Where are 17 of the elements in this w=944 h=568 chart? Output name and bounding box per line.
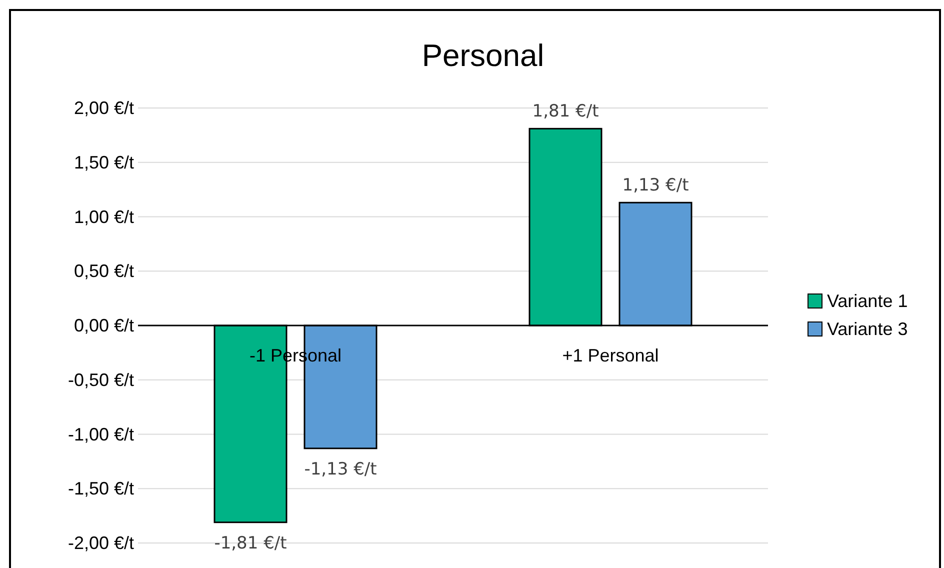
y-tick-label: -1,00 €/t bbox=[68, 424, 134, 444]
y-tick-label: -1,50 €/t bbox=[68, 478, 134, 499]
legend-label: Variante 3 bbox=[827, 319, 908, 339]
y-tick-label: 0,50 €/t bbox=[74, 261, 134, 282]
y-tick-label: 1,00 €/t bbox=[74, 206, 134, 227]
chart-title: Personal bbox=[422, 38, 544, 73]
y-tick-label: 0,00 €/t bbox=[74, 316, 134, 336]
data-label: -1,13 €/t bbox=[304, 459, 378, 480]
data-label: 1,81 €/t bbox=[532, 102, 600, 122]
x-tick-label: +1 Personal bbox=[562, 346, 659, 366]
y-tick-label: -2,00 €/t bbox=[68, 533, 134, 553]
y-tick-label: 2,00 €/t bbox=[74, 98, 134, 118]
data-label: -1,81 €/t bbox=[214, 533, 288, 554]
data-label: 1,13 €/t bbox=[622, 176, 690, 196]
y-tick-label: 1,50 €/t bbox=[74, 152, 134, 172]
y-tick-label: -0,50 €/t bbox=[68, 370, 134, 390]
legend-label: Variante 1 bbox=[827, 291, 908, 311]
